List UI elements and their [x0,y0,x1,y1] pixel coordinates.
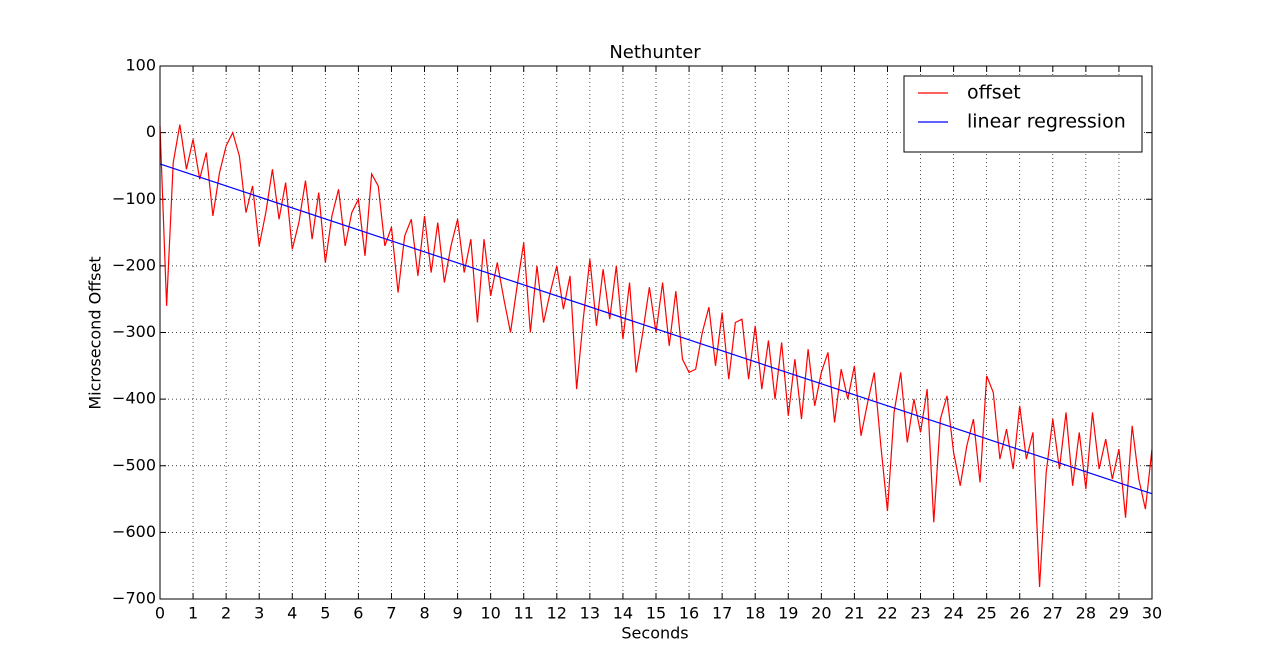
x-tick-label: 8 [419,604,429,623]
data-line [159,163,1153,495]
x-axis-label: Seconds [621,624,688,643]
x-tick-label: 22 [877,604,897,623]
chart-title: Nethunter [609,42,701,63]
y-tick-label: −300 [112,322,156,341]
y-tick-label: −500 [112,455,156,474]
legend-box [903,75,1143,153]
x-tick-label: 24 [943,604,963,623]
x-tick-label: 28 [1076,604,1096,623]
x-tick-label: 2 [221,604,231,623]
x-tick-label: 16 [679,604,699,623]
y-tick-label: −700 [112,589,156,608]
x-tick-label: 10 [480,604,500,623]
x-tick-label: 9 [453,604,463,623]
plot-frame [159,65,1153,600]
y-tick-label: −600 [112,522,156,541]
y-tick-label: −100 [112,189,156,208]
x-tick-label: 21 [844,604,864,623]
x-tick-label: 1 [188,604,198,623]
x-tick-label: 7 [386,604,396,623]
y-axis-label: Microsecond Offset [86,256,105,409]
x-tick-label: 20 [811,604,831,623]
x-tick-label: 14 [613,604,633,623]
x-tick-label: 15 [646,604,666,623]
data-line [159,124,1153,588]
legend-label: offset [967,82,1021,104]
x-tick-label: 11 [514,604,534,623]
x-tick-label: 4 [287,604,297,623]
x-tick-label: 3 [254,604,264,623]
x-tick-label: 18 [745,604,765,623]
x-tick-label: 26 [1010,604,1030,623]
x-tick-label: 12 [547,604,567,623]
x-tick-label: 13 [580,604,600,623]
x-tick-label: 6 [353,604,363,623]
y-tick-label: 0 [146,122,156,141]
x-tick-label: 5 [320,604,330,623]
x-tick-label: 25 [976,604,996,623]
x-tick-label: 30 [1142,604,1162,623]
legend-label: linear regression [967,111,1126,133]
x-tick-label: 0 [155,604,165,623]
y-tick-label: −400 [112,389,156,408]
x-tick-label: 17 [712,604,732,623]
x-tick-label: 29 [1109,604,1129,623]
y-tick-label: −200 [112,255,156,274]
y-tick-label: 100 [125,56,156,75]
x-tick-label: 27 [1043,604,1063,623]
x-tick-label: 23 [910,604,930,623]
x-tick-label: 19 [778,604,798,623]
